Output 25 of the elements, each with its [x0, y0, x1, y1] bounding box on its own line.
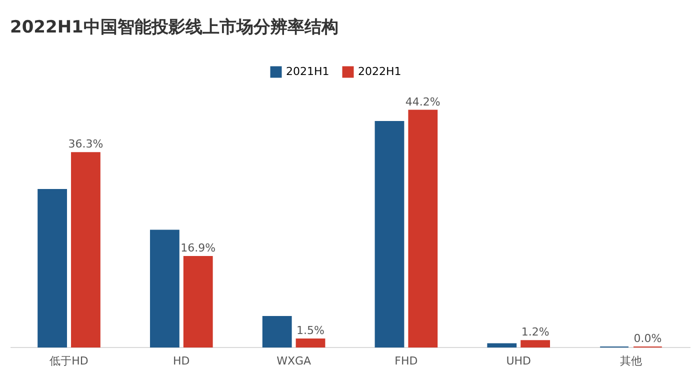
bar [150, 230, 180, 348]
bar [487, 343, 517, 348]
data-label: 1.5% [296, 324, 324, 337]
data-label: 16.9% [180, 241, 216, 254]
x-tick-label: FHD [394, 354, 418, 368]
legend-label: 2021H1 [286, 65, 330, 78]
x-tick-label: UHD [506, 354, 531, 368]
bar [71, 152, 100, 348]
x-tick-label: HD [173, 354, 190, 368]
data-label: 44.2% [405, 95, 440, 108]
bar [38, 189, 67, 348]
data-label: 0.0% [634, 332, 662, 345]
bar [374, 121, 404, 348]
bar [296, 338, 326, 348]
x-tick-label: 其他 [620, 354, 642, 368]
bar [408, 110, 438, 348]
x-tick-label: 低于HD [50, 354, 88, 368]
legend-label: 2022H1 [358, 65, 402, 78]
data-label: 36.3% [68, 138, 104, 151]
bar [183, 256, 213, 348]
chart-title: 2022H1中国智能投影线上市场分辨率结构 [10, 17, 338, 38]
x-tick-label: WXGA [276, 354, 312, 368]
data-label: 1.2% [521, 326, 550, 339]
bar [520, 340, 550, 348]
bar [262, 316, 292, 348]
